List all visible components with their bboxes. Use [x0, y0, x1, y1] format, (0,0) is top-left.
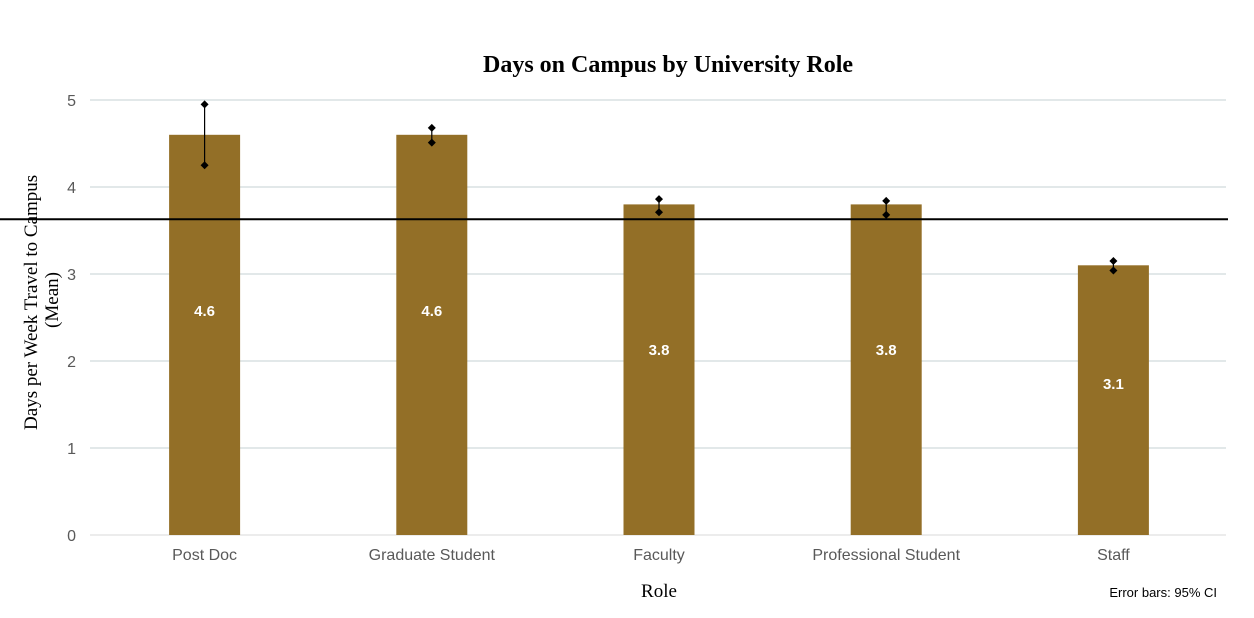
error-bar-marker	[200, 161, 209, 170]
error-bar-marker	[1109, 256, 1118, 265]
data-label: 4.6	[421, 303, 442, 320]
x-axis-title: Role	[641, 581, 677, 602]
x-tick-label: Graduate Student	[369, 547, 496, 564]
chart-title: Days on Campus by University Role	[483, 52, 853, 78]
error-bar-marker	[882, 210, 891, 219]
y-axis-title-line-2: (Mean)	[42, 272, 63, 328]
error-bar-marker	[655, 208, 663, 217]
y-tick-label: 3	[67, 267, 76, 284]
y-axis-ticks: 0 1 2 3 4 5	[67, 93, 76, 545]
y-tick-label: 2	[67, 354, 76, 371]
data-label: 3.1	[1103, 376, 1124, 393]
bars: 4.6 4.6 3.8 3.8 3.1	[169, 134, 1149, 536]
error-bar-marker	[655, 195, 663, 204]
error-bars-note: Error bars: 95% CI	[1109, 585, 1217, 600]
error-bars	[200, 100, 1118, 275]
error-bar-marker	[882, 196, 891, 205]
y-axis-title-line-1: Days per Week Travel to Campus	[21, 175, 42, 430]
data-label: 3.8	[876, 342, 897, 359]
error-bar-marker	[427, 138, 436, 147]
bar	[623, 204, 695, 535]
x-tick-label: Faculty	[633, 547, 685, 564]
bar	[396, 134, 468, 536]
x-tick-label: Staff	[1097, 547, 1130, 564]
x-tick-label: Professional Student	[812, 547, 960, 564]
y-axis-title: Days per Week Travel to Campus (Mean)	[21, 170, 63, 430]
bar	[1077, 265, 1149, 535]
bar	[169, 134, 241, 536]
y-tick-label: 5	[67, 93, 76, 110]
data-label: 4.6	[194, 303, 215, 320]
bar	[850, 204, 922, 535]
data-label: 3.8	[649, 342, 670, 359]
y-tick-label: 4	[67, 180, 76, 197]
x-axis-ticks: Post Doc Graduate Student Faculty Professio…	[172, 547, 1130, 564]
error-bar-marker	[427, 123, 436, 132]
y-tick-label: 1	[67, 441, 76, 458]
x-tick-label: Post Doc	[172, 547, 237, 564]
y-tick-label: 0	[67, 528, 76, 545]
error-bar-marker	[1109, 266, 1118, 275]
error-bar-marker	[200, 100, 209, 109]
